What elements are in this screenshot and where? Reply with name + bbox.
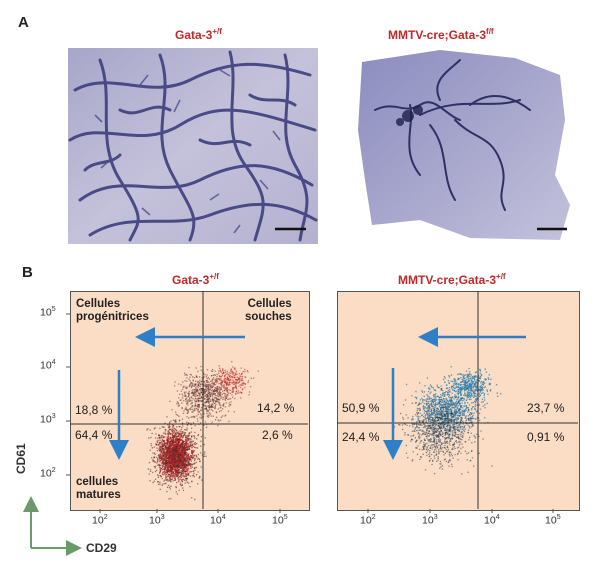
panel-a-left-title: Gata-3+/f [175, 27, 222, 42]
panel-a-right-title: MMTV-cre;Gata-3f/f [388, 27, 494, 42]
panel-b-right-title: MMTV-cre;Gata-3+/f [398, 272, 506, 287]
panel-b-letter: B [22, 264, 33, 281]
panel-a-letter: A [18, 14, 29, 31]
panel-b-left-title: Gata-3+/f [172, 272, 219, 287]
